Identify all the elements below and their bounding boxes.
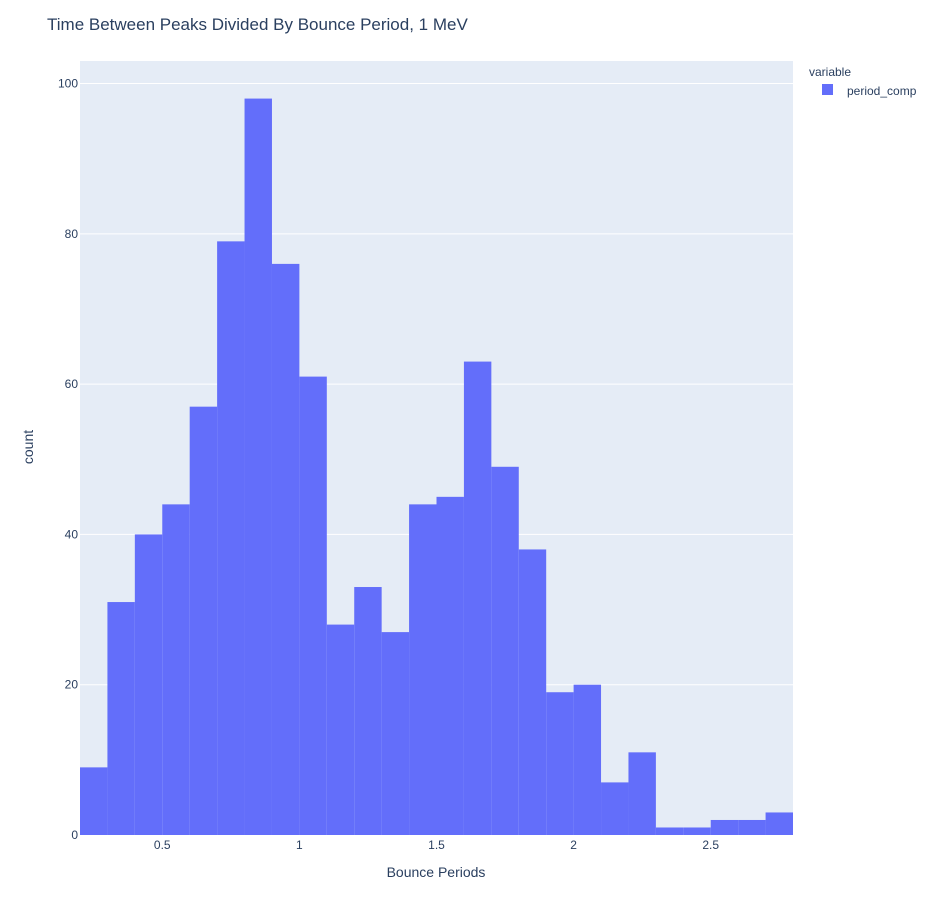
y-axis-ticks: 0 20 40 60 80 100 xyxy=(58,77,78,842)
x-axis-label: Bounce Periods xyxy=(387,864,486,880)
histogram-bar[interactable] xyxy=(381,632,410,835)
x-tick-label: 1.5 xyxy=(428,838,445,852)
legend-title: variable xyxy=(809,65,851,79)
histogram-bar[interactable] xyxy=(601,782,629,835)
histogram-bar[interactable] xyxy=(765,812,793,835)
histogram-bar[interactable] xyxy=(436,496,464,835)
y-tick-label: 0 xyxy=(71,828,78,842)
histogram-bar[interactable] xyxy=(738,819,766,835)
histogram-bar[interactable] xyxy=(463,361,492,835)
chart-title: Time Between Peaks Divided By Bounce Per… xyxy=(47,15,468,34)
histogram-bar[interactable] xyxy=(518,549,547,835)
histogram-bar[interactable] xyxy=(628,752,656,835)
histogram-bar[interactable] xyxy=(573,684,602,835)
legend-swatch-period-comp[interactable] xyxy=(822,84,833,95)
histogram-bar[interactable] xyxy=(189,406,218,835)
histogram-bar[interactable] xyxy=(271,263,300,836)
histogram-bar[interactable] xyxy=(107,602,135,835)
x-tick-label: 2 xyxy=(570,838,577,852)
y-tick-label: 80 xyxy=(65,227,79,241)
histogram-bar[interactable] xyxy=(326,624,355,835)
histogram-bar[interactable] xyxy=(710,819,739,835)
histogram-bar[interactable] xyxy=(217,241,245,836)
histogram-bar[interactable] xyxy=(546,692,574,835)
x-tick-label: 2.5 xyxy=(702,838,719,852)
x-tick-label: 0.5 xyxy=(154,838,171,852)
histogram-bar[interactable] xyxy=(80,767,108,835)
histogram-bar[interactable] xyxy=(683,827,711,835)
histogram-bar[interactable] xyxy=(299,376,327,835)
legend-entry-period-comp[interactable]: period_comp xyxy=(847,84,917,98)
x-axis-ticks: 0.5 1 1.5 2 2.5 xyxy=(154,838,719,852)
legend[interactable]: variable period_comp xyxy=(809,65,917,98)
histogram-bar[interactable] xyxy=(491,466,519,835)
histogram-bar[interactable] xyxy=(655,827,684,835)
y-tick-label: 100 xyxy=(58,77,78,91)
bars xyxy=(80,98,793,836)
histogram-bar[interactable] xyxy=(244,98,272,835)
histogram-bar[interactable] xyxy=(162,504,190,835)
y-tick-label: 40 xyxy=(65,527,79,541)
histogram-bar[interactable] xyxy=(409,504,437,835)
y-axis-label: count xyxy=(20,430,36,464)
histogram-bar[interactable] xyxy=(134,534,163,835)
y-tick-label: 60 xyxy=(65,377,79,391)
x-tick-label: 1 xyxy=(296,838,303,852)
y-tick-label: 20 xyxy=(65,678,79,692)
histogram-bar[interactable] xyxy=(354,587,382,835)
